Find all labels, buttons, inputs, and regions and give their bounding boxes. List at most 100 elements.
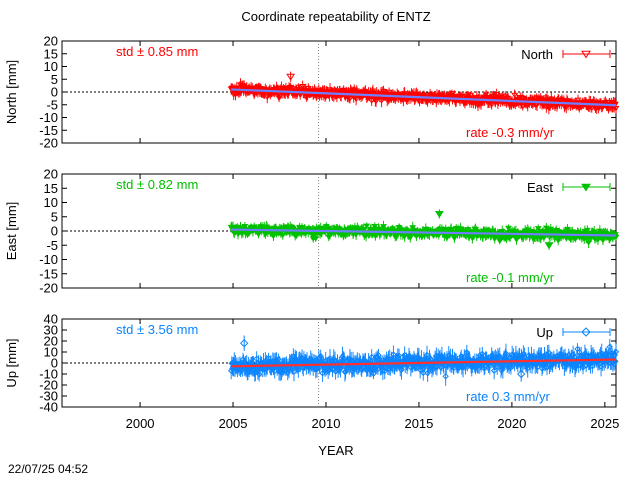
- east-data-point: [547, 226, 555, 233]
- up-data-point: [366, 366, 374, 373]
- up-data-point: [317, 352, 324, 360]
- east-data-point: [564, 226, 571, 233]
- east-outlier-point: [434, 210, 444, 218]
- up-data-point: [586, 358, 594, 366]
- up-data-point: [530, 352, 538, 359]
- north-legend-marker: [581, 50, 591, 59]
- up-data-point: [398, 366, 405, 374]
- north-data-point: [346, 96, 354, 102]
- north-y-tick-label: 5: [51, 72, 58, 87]
- north-data-point: [575, 105, 583, 112]
- north-y-tick-label: -10: [39, 110, 58, 125]
- up-data-point: [390, 351, 397, 358]
- up-data-point: [598, 350, 605, 357]
- up-y-axis-label: Up [mm]: [4, 338, 19, 387]
- up-data-point: [416, 366, 424, 373]
- up-data-point: [582, 352, 589, 360]
- up-data-point: [442, 373, 449, 380]
- north-legend-label: North: [521, 47, 553, 62]
- up-data-point: [374, 353, 381, 361]
- up-data-point: [486, 362, 494, 370]
- up-data-point: [326, 355, 334, 362]
- east-data-point: [450, 235, 458, 242]
- north-data-point: [322, 94, 330, 100]
- north-data-point: [340, 87, 348, 94]
- north-data-point: [467, 93, 474, 99]
- up-data-point: [447, 353, 454, 361]
- up-data-point: [341, 355, 348, 363]
- east-data-point: [544, 229, 552, 235]
- north-data-point: [511, 92, 519, 99]
- up-data-point: [368, 353, 375, 361]
- up-data-point: [252, 369, 259, 376]
- north-y-axis-label: North [mm]: [4, 60, 19, 124]
- north-data-point: [546, 104, 554, 110]
- east-data-point: [360, 226, 367, 233]
- up-data-point: [381, 367, 388, 375]
- east-trend-line: [231, 228, 617, 237]
- east-y-tick-label: 20: [44, 167, 58, 182]
- east-data-point: [401, 234, 409, 240]
- east-outlier-point: [544, 242, 554, 250]
- up-data-point: [370, 370, 377, 377]
- north-data-point: [273, 85, 280, 92]
- up-data-point: [412, 362, 420, 370]
- east-data-point: [599, 237, 607, 244]
- timestamp: 22/07/25 04:52: [8, 462, 88, 476]
- north-data-point: [350, 87, 358, 93]
- north-data-point: [519, 104, 527, 110]
- north-data-point: [562, 104, 570, 111]
- up-std-label: std ± 3.56 mm: [116, 322, 198, 337]
- up-data-point: [491, 357, 498, 364]
- north-data-point: [560, 99, 568, 105]
- north-data-point: [378, 98, 386, 104]
- up-data-point: [528, 352, 535, 360]
- up-data-point: [533, 360, 540, 368]
- up-data-point: [507, 364, 515, 371]
- up-data-point: [607, 350, 615, 357]
- up-data-point: [265, 355, 272, 362]
- north-data-point: [504, 95, 512, 102]
- up-data-point: [342, 368, 349, 376]
- up-data-point: [324, 367, 332, 375]
- up-data-point: [545, 349, 553, 356]
- north-data-point: [474, 103, 482, 109]
- up-data-point: [520, 350, 527, 358]
- north-data-point: [416, 98, 423, 105]
- up-data-point: [358, 366, 365, 373]
- north-data-point: [490, 93, 497, 100]
- up-data-point: [424, 369, 431, 377]
- east-data-point: [312, 236, 320, 242]
- x-axis-label: YEAR: [318, 443, 353, 458]
- north-data-point: [432, 99, 440, 105]
- north-y-tick-label: 0: [51, 85, 58, 100]
- east-data-point: [241, 223, 249, 230]
- up-outlier-point: [239, 338, 249, 348]
- north-data-point: [493, 92, 501, 98]
- up-data-point: [479, 350, 486, 358]
- north-data-point: [304, 85, 312, 92]
- east-data-point: [594, 237, 602, 243]
- north-data-point: [413, 91, 420, 97]
- north-data-point: [441, 92, 448, 99]
- east-data-point: [380, 224, 387, 230]
- north-data-point: [352, 96, 360, 103]
- east-data-point: [464, 227, 472, 233]
- x-tick-label: 2015: [404, 416, 433, 431]
- east-data-point: [496, 238, 504, 245]
- up-data-point: [490, 367, 498, 374]
- chart-title: Coordinate repeatability of ENTZ: [241, 9, 430, 24]
- up-legend-marker: [581, 327, 591, 337]
- up-data-point: [242, 362, 249, 369]
- north-data-point: [612, 106, 620, 112]
- up-data-point: [253, 355, 260, 362]
- x-tick-label: 2005: [219, 416, 248, 431]
- east-data-point: [513, 237, 520, 243]
- up-data-point: [462, 362, 469, 369]
- north-data-point: [458, 93, 466, 99]
- up-y-tick-label: 20: [44, 334, 58, 349]
- up-data-point: [473, 357, 480, 364]
- up-data-point: [406, 353, 413, 361]
- up-data-point: [597, 363, 605, 370]
